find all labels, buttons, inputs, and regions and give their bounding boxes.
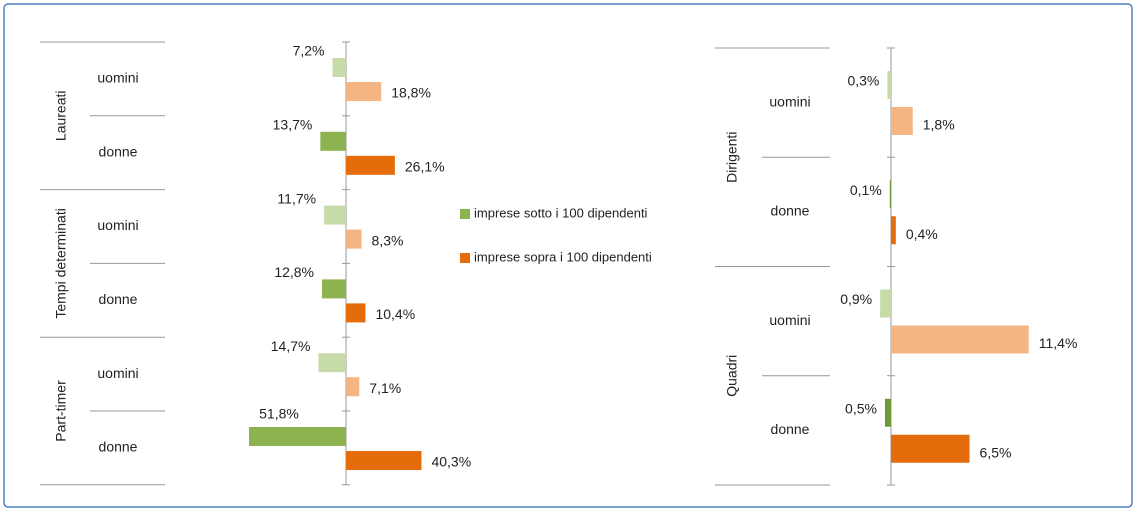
value-label: 8,3% [372, 232, 404, 248]
value-label: 40,3% [431, 454, 471, 470]
value-label: 13,7% [273, 117, 313, 133]
bar [346, 451, 422, 470]
category-label: donne [771, 203, 810, 219]
value-label: 1,8% [923, 117, 955, 133]
category-label: uomini [97, 217, 138, 233]
bar [884, 398, 891, 427]
bar [891, 107, 913, 135]
bar [880, 289, 891, 318]
value-label: 14,7% [271, 338, 311, 354]
category-label: donne [771, 421, 810, 437]
value-label: 0,3% [847, 73, 879, 89]
group-label: Quadri [724, 355, 740, 397]
bar [346, 82, 382, 101]
category-label: uomini [769, 93, 810, 109]
bar [891, 325, 1029, 354]
bar [891, 216, 896, 245]
value-label: 11,4% [1039, 335, 1078, 351]
bar [318, 353, 346, 373]
bar [322, 279, 346, 299]
value-label: 6,5% [980, 444, 1012, 460]
legend-label: imprese sopra i 100 dipendenti [474, 249, 652, 264]
value-label: 10,4% [375, 306, 415, 322]
value-label: 7,1% [369, 380, 401, 396]
group-label: Tempi determinati [53, 208, 69, 319]
bar [324, 205, 346, 225]
bar [346, 155, 395, 175]
bar [346, 229, 362, 249]
category-label: uomini [97, 365, 138, 381]
value-label: 0,4% [906, 226, 938, 242]
bar [320, 131, 346, 151]
category-label: donne [99, 439, 138, 455]
group-label: Laureati [53, 91, 69, 142]
value-label: 0,9% [840, 291, 872, 307]
bar [332, 58, 346, 77]
bar [889, 180, 891, 209]
value-label: 0,1% [850, 182, 882, 198]
bar [891, 434, 970, 463]
value-label: 26,1% [405, 159, 445, 175]
value-label: 11,7% [277, 190, 316, 206]
value-label: 18,8% [391, 85, 431, 101]
category-label: donne [99, 291, 138, 307]
category-label: donne [99, 143, 138, 159]
value-label: 12,8% [274, 264, 314, 280]
bar [346, 377, 360, 397]
bar [887, 71, 891, 99]
category-label: uomini [97, 70, 138, 86]
group-label: Part-timer [53, 380, 69, 442]
frame [3, 3, 1133, 508]
bar [346, 303, 366, 323]
legend-label: imprese sotto i 100 dipendenti [474, 205, 648, 220]
legend-swatch [460, 209, 470, 219]
value-label: 0,5% [845, 400, 877, 416]
value-label: 7,2% [293, 43, 325, 59]
group-label: Dirigenti [724, 132, 740, 183]
bar [248, 427, 346, 446]
legend-swatch [460, 253, 470, 263]
value-label: 51,8% [259, 406, 299, 422]
category-label: uomini [769, 312, 810, 328]
